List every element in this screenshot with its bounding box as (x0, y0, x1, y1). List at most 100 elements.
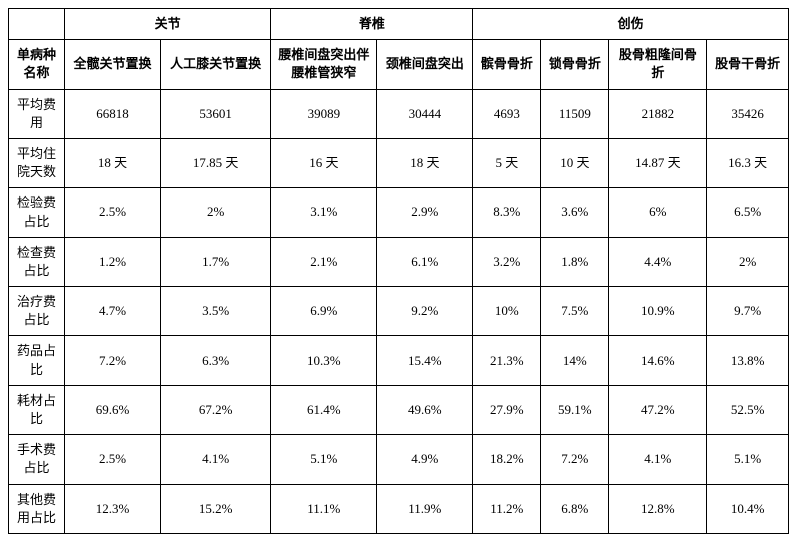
cell: 10.9% (609, 287, 707, 336)
row-label: 平均费用 (9, 89, 65, 138)
col-header-7: 股骨粗隆间骨折 (609, 40, 707, 89)
group-header-joint: 关节 (65, 9, 271, 40)
table-row: 其他费用占比 12.3% 15.2% 11.1% 11.9% 11.2% 6.8… (9, 484, 789, 533)
row-label: 手术费占比 (9, 435, 65, 484)
cell: 10.4% (707, 484, 789, 533)
cell: 7.2% (65, 336, 161, 385)
cell: 4.9% (377, 435, 473, 484)
cell: 4.7% (65, 287, 161, 336)
cell: 6.1% (377, 237, 473, 286)
cell: 10 天 (541, 138, 609, 187)
cell: 2% (161, 188, 271, 237)
table-row: 平均费用 66818 53601 39089 30444 4693 11509 … (9, 89, 789, 138)
col-header-8: 股骨干骨折 (707, 40, 789, 89)
cell: 10.3% (271, 336, 377, 385)
table-body: 平均费用 66818 53601 39089 30444 4693 11509 … (9, 89, 789, 533)
cell: 14% (541, 336, 609, 385)
cell: 11.9% (377, 484, 473, 533)
cell: 67.2% (161, 385, 271, 434)
cell: 2.9% (377, 188, 473, 237)
cell: 49.6% (377, 385, 473, 434)
cell: 6% (609, 188, 707, 237)
cell: 3.6% (541, 188, 609, 237)
cell: 14.87 天 (609, 138, 707, 187)
col-header-3: 腰椎间盘突出伴腰椎管狭窄 (271, 40, 377, 89)
table-row: 耗材占比 69.6% 67.2% 61.4% 49.6% 27.9% 59.1%… (9, 385, 789, 434)
cell: 18 天 (65, 138, 161, 187)
cell: 11509 (541, 89, 609, 138)
cell: 59.1% (541, 385, 609, 434)
cell: 2.5% (65, 435, 161, 484)
group-header-row: 关节 脊椎 创伤 (9, 9, 789, 40)
cell: 13.8% (707, 336, 789, 385)
cell: 2.5% (65, 188, 161, 237)
cell: 1.7% (161, 237, 271, 286)
table-row: 手术费占比 2.5% 4.1% 5.1% 4.9% 18.2% 7.2% 4.1… (9, 435, 789, 484)
cell: 3.1% (271, 188, 377, 237)
cell: 2% (707, 237, 789, 286)
cell: 7.2% (541, 435, 609, 484)
col-header-2: 人工膝关节置换 (161, 40, 271, 89)
col-header-6: 锁骨骨折 (541, 40, 609, 89)
cell: 7.5% (541, 287, 609, 336)
cell: 21.3% (473, 336, 541, 385)
cell: 9.7% (707, 287, 789, 336)
group-header-trauma: 创伤 (473, 9, 789, 40)
cell: 11.2% (473, 484, 541, 533)
cell: 21882 (609, 89, 707, 138)
cell: 16.3 天 (707, 138, 789, 187)
cell: 4.1% (609, 435, 707, 484)
row-label: 治疗费占比 (9, 287, 65, 336)
group-header-blank (9, 9, 65, 40)
cell: 61.4% (271, 385, 377, 434)
cell: 6.8% (541, 484, 609, 533)
cell: 2.1% (271, 237, 377, 286)
cell: 9.2% (377, 287, 473, 336)
cell: 5.1% (707, 435, 789, 484)
cell: 5.1% (271, 435, 377, 484)
cell: 30444 (377, 89, 473, 138)
cell: 12.3% (65, 484, 161, 533)
column-header-row: 单病种名称 全髋关节置换 人工膝关节置换 腰椎间盘突出伴腰椎管狭窄 颈椎间盘突出… (9, 40, 789, 89)
row-label: 耗材占比 (9, 385, 65, 434)
cell: 15.4% (377, 336, 473, 385)
cell: 10% (473, 287, 541, 336)
cell: 6.3% (161, 336, 271, 385)
group-header-spine: 脊椎 (271, 9, 473, 40)
table-row: 检验费占比 2.5% 2% 3.1% 2.9% 8.3% 3.6% 6% 6.5… (9, 188, 789, 237)
cell: 69.6% (65, 385, 161, 434)
cell: 52.5% (707, 385, 789, 434)
row-label: 药品占比 (9, 336, 65, 385)
cell: 4.4% (609, 237, 707, 286)
cell: 35426 (707, 89, 789, 138)
cell: 5 天 (473, 138, 541, 187)
cell: 47.2% (609, 385, 707, 434)
table-row: 治疗费占比 4.7% 3.5% 6.9% 9.2% 10% 7.5% 10.9%… (9, 287, 789, 336)
cell: 12.8% (609, 484, 707, 533)
cell: 18 天 (377, 138, 473, 187)
cell: 16 天 (271, 138, 377, 187)
col-header-5: 髌骨骨折 (473, 40, 541, 89)
table-row: 平均住院天数 18 天 17.85 天 16 天 18 天 5 天 10 天 1… (9, 138, 789, 187)
cell: 6.5% (707, 188, 789, 237)
cell: 4.1% (161, 435, 271, 484)
col-header-1: 全髋关节置换 (65, 40, 161, 89)
cell: 8.3% (473, 188, 541, 237)
cell: 18.2% (473, 435, 541, 484)
cell: 11.1% (271, 484, 377, 533)
cell: 3.5% (161, 287, 271, 336)
col-header-label: 单病种名称 (9, 40, 65, 89)
cell: 4693 (473, 89, 541, 138)
cell: 66818 (65, 89, 161, 138)
row-label: 检验费占比 (9, 188, 65, 237)
cell: 6.9% (271, 287, 377, 336)
cell: 17.85 天 (161, 138, 271, 187)
cell: 27.9% (473, 385, 541, 434)
cell: 53601 (161, 89, 271, 138)
cell: 1.8% (541, 237, 609, 286)
row-label: 平均住院天数 (9, 138, 65, 187)
col-header-4: 颈椎间盘突出 (377, 40, 473, 89)
cell: 3.2% (473, 237, 541, 286)
row-label: 其他费用占比 (9, 484, 65, 533)
cell: 39089 (271, 89, 377, 138)
